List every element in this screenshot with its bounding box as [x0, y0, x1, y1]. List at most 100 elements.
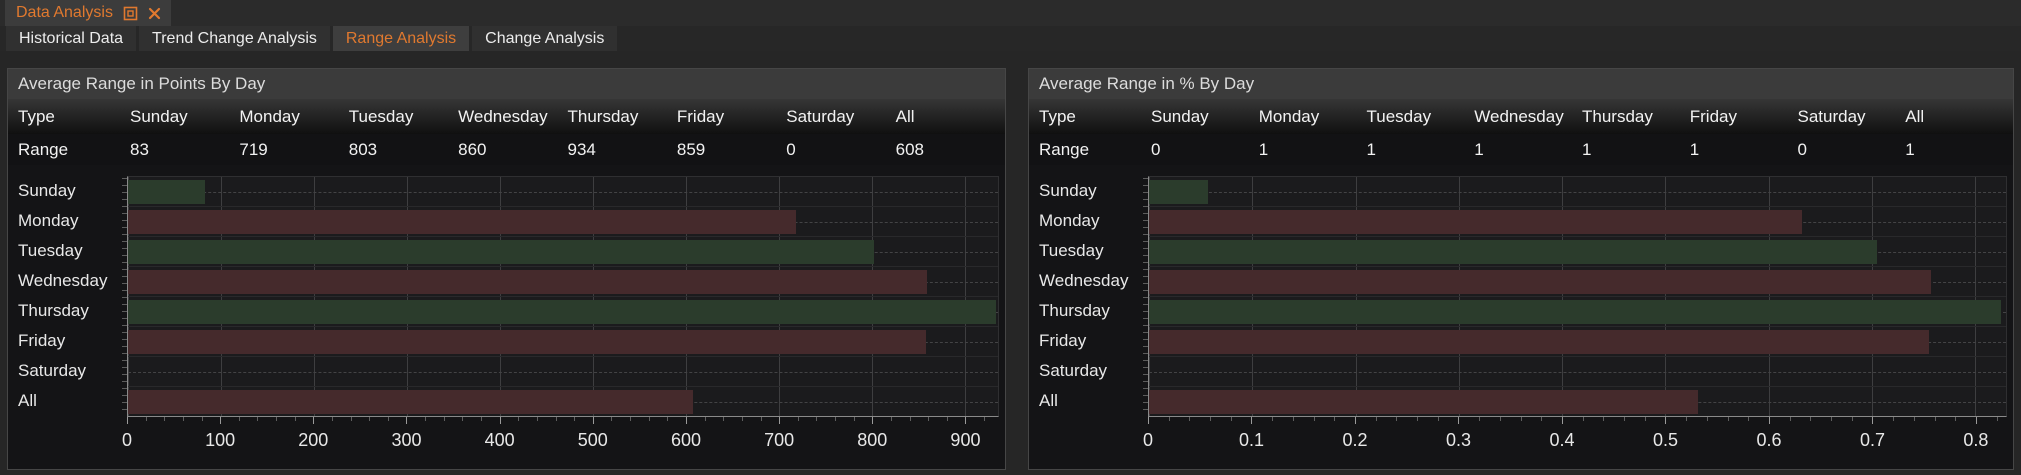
bar-all [128, 390, 694, 414]
row-label: Range [1039, 139, 1090, 159]
col-header-saturday: Saturday [1797, 106, 1866, 126]
table-header-row: Type Sunday Monday Tuesday Wednesday Thu… [1029, 99, 2013, 134]
close-icon[interactable] [148, 7, 161, 20]
bar-thursday [128, 300, 997, 324]
cell-value: 803 [348, 139, 378, 159]
subtab-trend-change-analysis[interactable]: Trend Change Analysis [139, 26, 330, 51]
cell-value: 1 [1474, 139, 1484, 159]
chart-row [1149, 327, 2006, 357]
col-header-all: All [895, 106, 915, 126]
col-header-wednesday: Wednesday [1474, 106, 1564, 126]
chart-row [128, 297, 998, 327]
col-header-monday: Monday [239, 106, 300, 126]
bar-chart-points: Sunday Monday Tuesday Wednesday Thursday… [8, 165, 1005, 469]
chart-row [128, 237, 998, 267]
cell-value: 83 [130, 139, 149, 159]
bar-monday [128, 210, 797, 234]
x-tick-label: 0 [121, 430, 133, 450]
bar-monday [1149, 210, 1802, 234]
col-header-tuesday: Tuesday [348, 106, 414, 126]
chart-row [1149, 207, 2006, 237]
x-tick-label: 0.1 [1238, 430, 1264, 450]
col-header-type: Type [1039, 106, 1076, 126]
cell-value: 1 [1905, 139, 1915, 159]
col-header-thursday: Thursday [567, 106, 639, 126]
chart-row [1149, 357, 2006, 387]
row-label: Range [18, 139, 69, 159]
x-tick-label: 0.7 [1859, 430, 1885, 450]
cell-value: 1 [1366, 139, 1376, 159]
tab-title: Data Analysis [16, 4, 113, 21]
chart-row [1149, 297, 2006, 327]
chart-row [1149, 177, 2006, 207]
bar-sunday [128, 180, 206, 204]
x-tick-label: 0 [1142, 430, 1154, 450]
y-axis-labels: Sunday Monday Tuesday Wednesday Thursday… [1029, 176, 1148, 469]
chart-row [128, 207, 998, 237]
category-label: Saturday [18, 361, 87, 380]
x-tick-label: 900 [950, 430, 981, 450]
bar-friday [1149, 330, 1929, 354]
cell-value: 0 [1797, 139, 1807, 159]
chart-row [128, 327, 998, 357]
col-header-wednesday: Wednesday [458, 106, 548, 126]
x-tick-label: 700 [764, 430, 795, 450]
category-label: Thursday [18, 301, 89, 320]
document-tab-bar: Data Analysis [0, 0, 2021, 26]
restore-window-icon[interactable] [123, 6, 138, 21]
x-tick-label: 500 [577, 430, 608, 450]
cell-value: 1 [1689, 139, 1700, 159]
cell-value: 719 [239, 139, 268, 159]
bar-thursday [1149, 300, 2001, 324]
cell-value: 934 [567, 139, 596, 159]
col-header-sunday: Sunday [1151, 106, 1209, 126]
tab-data-analysis[interactable]: Data Analysis [5, 0, 171, 26]
col-header-monday: Monday [1258, 106, 1320, 126]
col-header-sunday: Sunday [130, 106, 188, 126]
plot-wrap: 0 100 200 300 400 500 600 700 800 900 [122, 176, 999, 469]
subtab-range-analysis[interactable]: Range Analysis [332, 26, 470, 51]
bar-rows [128, 177, 998, 416]
x-tick-label: 0.8 [1963, 430, 1989, 450]
col-header-saturday: Saturday [786, 106, 855, 126]
col-header-all: All [1905, 106, 1925, 126]
category-label: Monday [18, 211, 79, 230]
bar-tuesday [128, 240, 875, 264]
panel-title: Average Range in % By Day [1029, 69, 2013, 99]
category-label: Wednesday [18, 271, 108, 290]
category-label: Wednesday [1039, 271, 1129, 290]
category-label: All [18, 391, 37, 410]
col-header-friday: Friday [1689, 106, 1737, 126]
col-header-type: Type [18, 106, 55, 126]
col-header-friday: Friday [676, 106, 725, 126]
x-tick-label: 600 [670, 430, 701, 450]
x-tick-label: 100 [205, 430, 236, 450]
category-label: Saturday [1039, 361, 1108, 380]
category-label: Sunday [18, 181, 76, 200]
chart-row [128, 357, 998, 387]
bar-all [1149, 390, 1699, 414]
x-tick-label: 0.2 [1342, 430, 1368, 450]
bar-chart-percent: Sunday Monday Tuesday Wednesday Thursday… [1029, 165, 2013, 469]
plot-wrap: 0 0.1 0.2 0.3 0.4 0.5 0.6 0.7 0.8 [1143, 176, 2007, 469]
x-tick-label: 0.6 [1756, 430, 1782, 450]
x-tick-label: 200 [298, 430, 329, 450]
cell-value: 1 [1258, 139, 1269, 159]
x-tick-label: 800 [857, 430, 888, 450]
plot-area [1143, 176, 2007, 417]
x-tick-label: 400 [484, 430, 515, 450]
panel-range-percent: Average Range in % By Day Type Sunday Mo… [1028, 68, 2014, 470]
analysis-subtab-bar: Historical Data Trend Change Analysis Ra… [0, 26, 2021, 51]
x-tick-label: 300 [391, 430, 422, 450]
subtab-change-analysis[interactable]: Change Analysis [472, 26, 618, 51]
subtab-historical-data[interactable]: Historical Data [6, 26, 137, 51]
chart-row [128, 387, 998, 417]
cell-value: 859 [676, 139, 706, 159]
bar-friday [128, 330, 927, 354]
bar-wednesday [1149, 270, 1931, 294]
x-tick-label: 0.3 [1445, 430, 1471, 450]
panel-title: Average Range in Points By Day [8, 69, 1005, 99]
table-data-row: Range 83 719 803 860 934 859 0 608 [8, 134, 1005, 165]
table-data-row: Range 0 1 1 1 1 1 0 1 [1029, 134, 2013, 165]
cell-value: 1 [1582, 139, 1592, 159]
